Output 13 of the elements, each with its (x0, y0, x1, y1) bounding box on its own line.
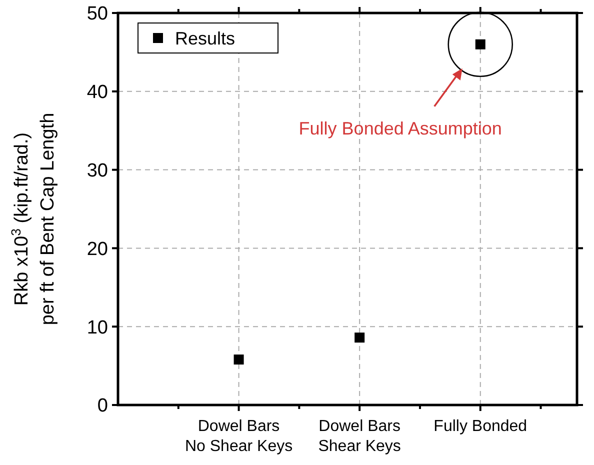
y-tick-label: 10 (86, 317, 108, 338)
y-tick-label: 30 (86, 160, 108, 182)
x-tick-label: Dowel Bars No Shear Keys (184, 418, 293, 455)
x-tick-label: Dowel Bars Shear Keys (318, 418, 401, 455)
x-tick-label: Fully Bonded (434, 418, 528, 435)
point (234, 354, 244, 365)
legend-label: Results (175, 28, 236, 48)
y-tick-label: 50 (86, 4, 108, 25)
y-tick-label: 40 (86, 82, 108, 104)
annotation: Fully Bonded Assumption (298, 118, 502, 138)
y-tick-label: 0 (97, 396, 108, 417)
y-tick-label: 20 (86, 238, 108, 260)
point (354, 332, 365, 343)
